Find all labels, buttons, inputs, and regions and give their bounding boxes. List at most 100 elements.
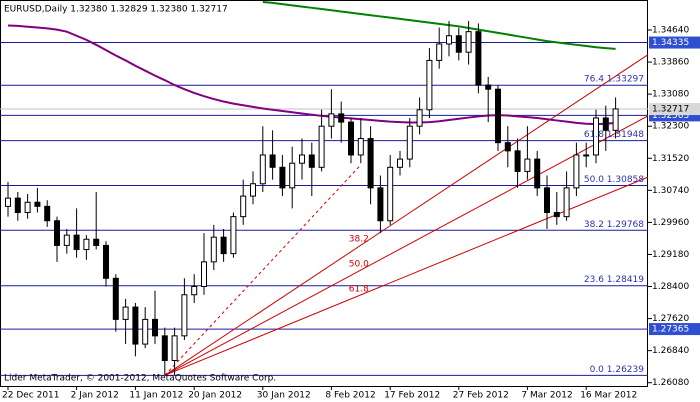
candle-body bbox=[406, 125, 413, 160]
y-tick-label: 1.29960 bbox=[652, 218, 689, 228]
candle-body bbox=[132, 306, 139, 345]
price-box-label: 1.32563 bbox=[652, 111, 689, 121]
fan-label: 61.8 bbox=[349, 284, 369, 294]
fib-label: 0.0 1.26239 bbox=[590, 365, 645, 375]
candle-body bbox=[436, 43, 443, 61]
price-box-label: 1.27365 bbox=[652, 325, 689, 335]
candle-body bbox=[191, 286, 198, 296]
candle-body bbox=[103, 244, 109, 279]
candle-body bbox=[318, 125, 325, 168]
candle-body bbox=[504, 142, 511, 152]
candle-body bbox=[328, 113, 335, 127]
candle-body bbox=[5, 197, 11, 207]
candle-body bbox=[573, 154, 580, 189]
price-box-label: 1.34335 bbox=[652, 38, 689, 48]
plot-frame bbox=[0, 0, 648, 387]
candle-body bbox=[161, 335, 168, 362]
y-tick-label: 1.29180 bbox=[652, 250, 689, 260]
candle-body bbox=[54, 220, 60, 246]
x-tick-label: 16 Mar 2012 bbox=[580, 391, 637, 401]
moving-average bbox=[262, 1, 616, 50]
y-tick-label: 1.26840 bbox=[652, 346, 689, 356]
candle-body bbox=[495, 88, 501, 144]
fib-label: 61.8 1.31948 bbox=[584, 130, 644, 140]
candle-body bbox=[269, 154, 276, 168]
price-box bbox=[649, 323, 700, 336]
candle-body bbox=[63, 234, 70, 246]
candle-body bbox=[387, 166, 394, 222]
moving-average bbox=[7, 24, 616, 126]
candle-body bbox=[259, 154, 266, 185]
candle-body bbox=[73, 234, 80, 251]
candle-body bbox=[465, 31, 472, 53]
x-tick-label: 11 Jan 2012 bbox=[129, 391, 183, 401]
candle-body bbox=[426, 59, 433, 111]
y-tick-label: 1.27620 bbox=[652, 314, 689, 324]
y-tick-label: 1.31520 bbox=[652, 154, 689, 164]
x-tick-label: 20 Jan 2012 bbox=[188, 391, 242, 401]
candle-body bbox=[416, 109, 423, 127]
candle-body bbox=[367, 138, 374, 189]
candle-body bbox=[14, 197, 21, 214]
y-tick-label: 1.32300 bbox=[652, 122, 689, 132]
candle-body bbox=[220, 236, 227, 255]
candle-body bbox=[201, 261, 207, 288]
candle-body bbox=[485, 84, 492, 90]
candle-body bbox=[112, 277, 119, 320]
candle-body bbox=[279, 166, 286, 189]
fan-label: 38.2 bbox=[349, 235, 369, 245]
candle-body bbox=[446, 35, 452, 45]
chart-title: EURUSD,Daily 1.32380 1.32829 1.32380 1.3… bbox=[4, 5, 228, 15]
y-tick-label: 1.33080 bbox=[652, 90, 689, 100]
candle-body bbox=[44, 205, 51, 222]
x-tick-label: 8 Feb 2012 bbox=[325, 391, 375, 401]
x-tick-label: 22 Dec 2011 bbox=[2, 391, 60, 401]
candle-body bbox=[514, 150, 521, 172]
footer: Lider MetaTrader, © 2001-2012, MetaQuote… bbox=[4, 374, 276, 384]
fan-line bbox=[164, 115, 649, 376]
y-tick-label: 1.30740 bbox=[652, 186, 689, 196]
candle-body bbox=[240, 195, 247, 218]
candle-body bbox=[524, 158, 531, 172]
fib-label: 50.0 1.30858 bbox=[584, 175, 644, 185]
price-box bbox=[649, 36, 700, 49]
candle-body bbox=[308, 154, 315, 168]
candle-body bbox=[24, 201, 31, 214]
fib-label: 38.2 1.29768 bbox=[584, 220, 644, 230]
current-price-box bbox=[649, 103, 700, 116]
x-tick-label: 7 Mar 2012 bbox=[521, 391, 572, 401]
candle-body bbox=[34, 201, 41, 207]
y-tick-label: 1.28400 bbox=[652, 282, 689, 292]
candle-body bbox=[563, 187, 570, 218]
candle-body bbox=[83, 238, 90, 251]
candle-body bbox=[357, 138, 364, 156]
x-tick-label: 17 Feb 2012 bbox=[384, 391, 440, 401]
candle-body bbox=[230, 216, 237, 255]
candle-body bbox=[181, 294, 188, 337]
candle-body bbox=[299, 154, 305, 164]
candle-body bbox=[593, 117, 599, 156]
candle-body bbox=[544, 187, 550, 214]
candle-body bbox=[210, 236, 217, 263]
fan-line bbox=[164, 54, 649, 376]
y-tick-label: 1.26080 bbox=[652, 378, 689, 388]
candle-body bbox=[338, 113, 345, 123]
candle-body bbox=[122, 306, 129, 320]
candle-body bbox=[583, 154, 590, 157]
x-tick-label: 30 Jan 2012 bbox=[257, 391, 311, 401]
candle-body bbox=[250, 183, 256, 197]
candle-body bbox=[171, 335, 178, 362]
candle-body bbox=[534, 158, 541, 189]
fib-label: 23.6 1.28419 bbox=[584, 275, 644, 285]
y-tick-label: 1.33860 bbox=[652, 58, 689, 68]
fib-label: 76.4 1.33297 bbox=[584, 75, 644, 85]
current-price-label: 1.32717 bbox=[652, 105, 689, 115]
candle-body bbox=[377, 187, 384, 222]
candle-body bbox=[612, 108, 619, 131]
x-tick-label: 27 Feb 2012 bbox=[453, 391, 509, 401]
candle-body bbox=[289, 162, 296, 189]
fan-label: 50.0 bbox=[349, 260, 369, 270]
candle-body bbox=[152, 318, 158, 337]
candle-body bbox=[93, 238, 100, 246]
